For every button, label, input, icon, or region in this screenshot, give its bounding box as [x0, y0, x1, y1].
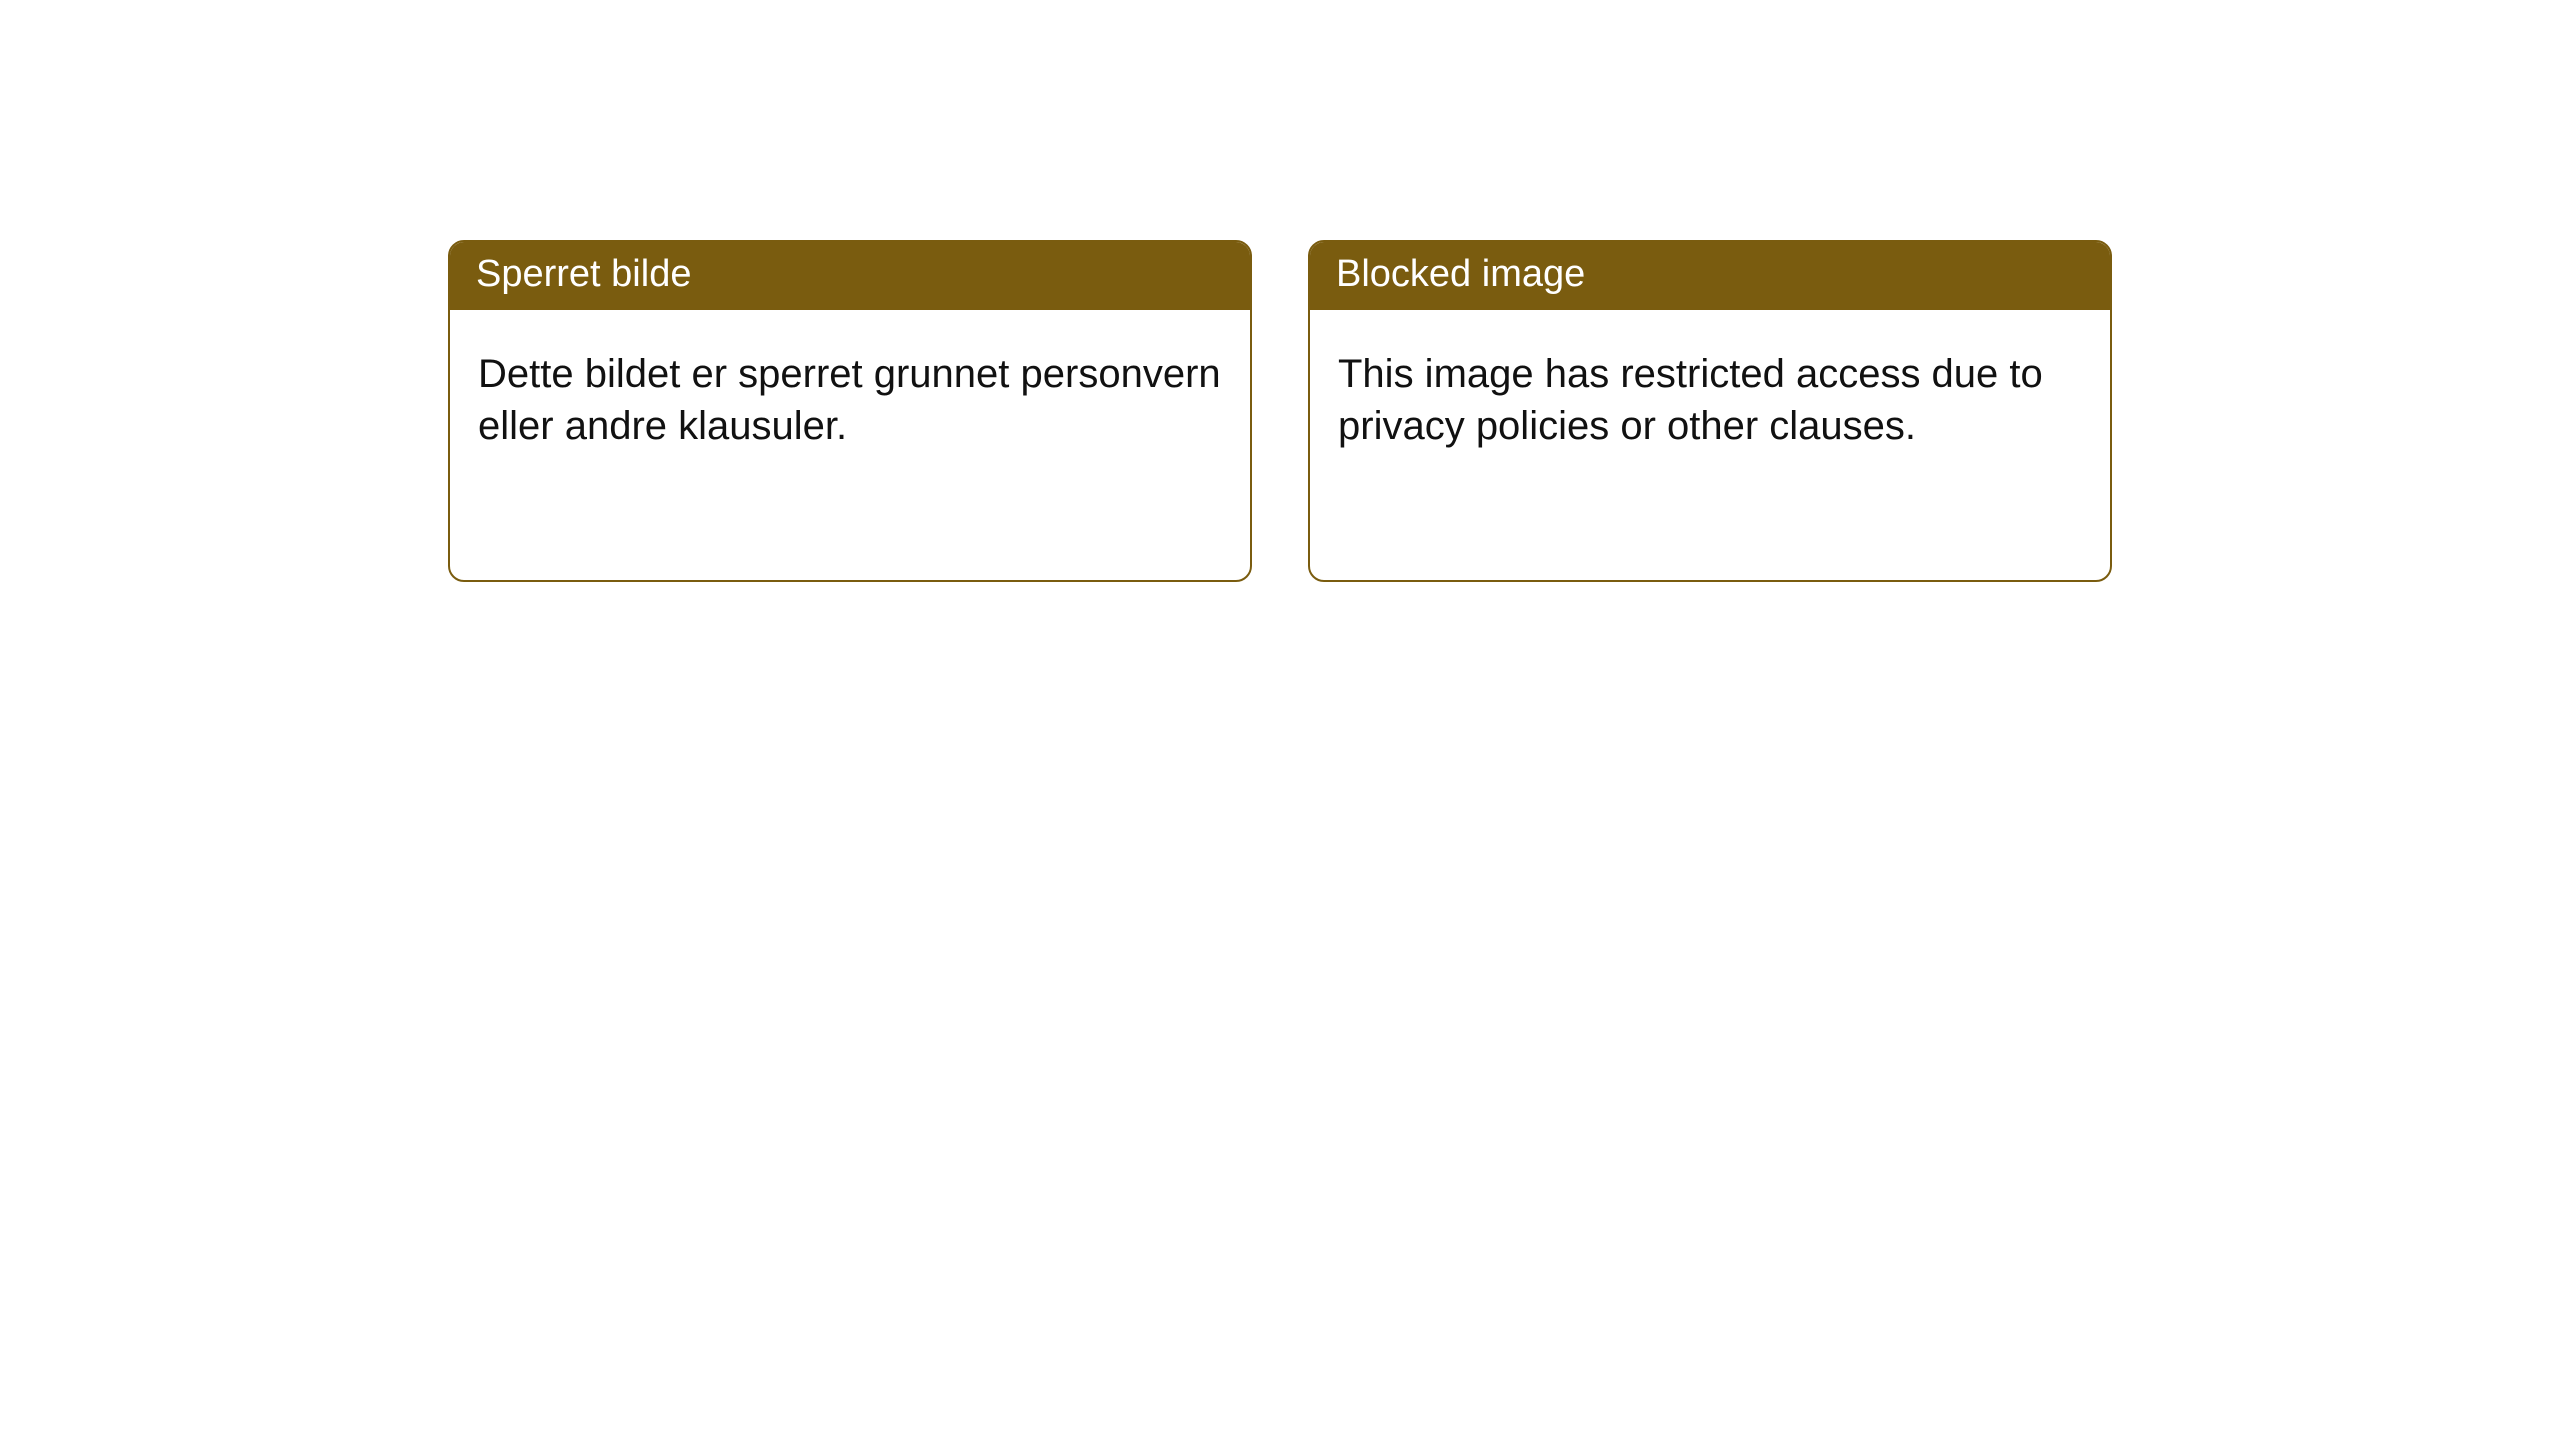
notice-card-norwegian: Sperret bilde Dette bildet er sperret gr… [448, 240, 1252, 582]
notice-header: Blocked image [1310, 242, 2110, 310]
notice-body: Dette bildet er sperret grunnet personve… [450, 310, 1250, 580]
notice-body: This image has restricted access due to … [1310, 310, 2110, 580]
notice-header: Sperret bilde [450, 242, 1250, 310]
notice-container: Sperret bilde Dette bildet er sperret gr… [448, 240, 2560, 582]
notice-card-english: Blocked image This image has restricted … [1308, 240, 2112, 582]
